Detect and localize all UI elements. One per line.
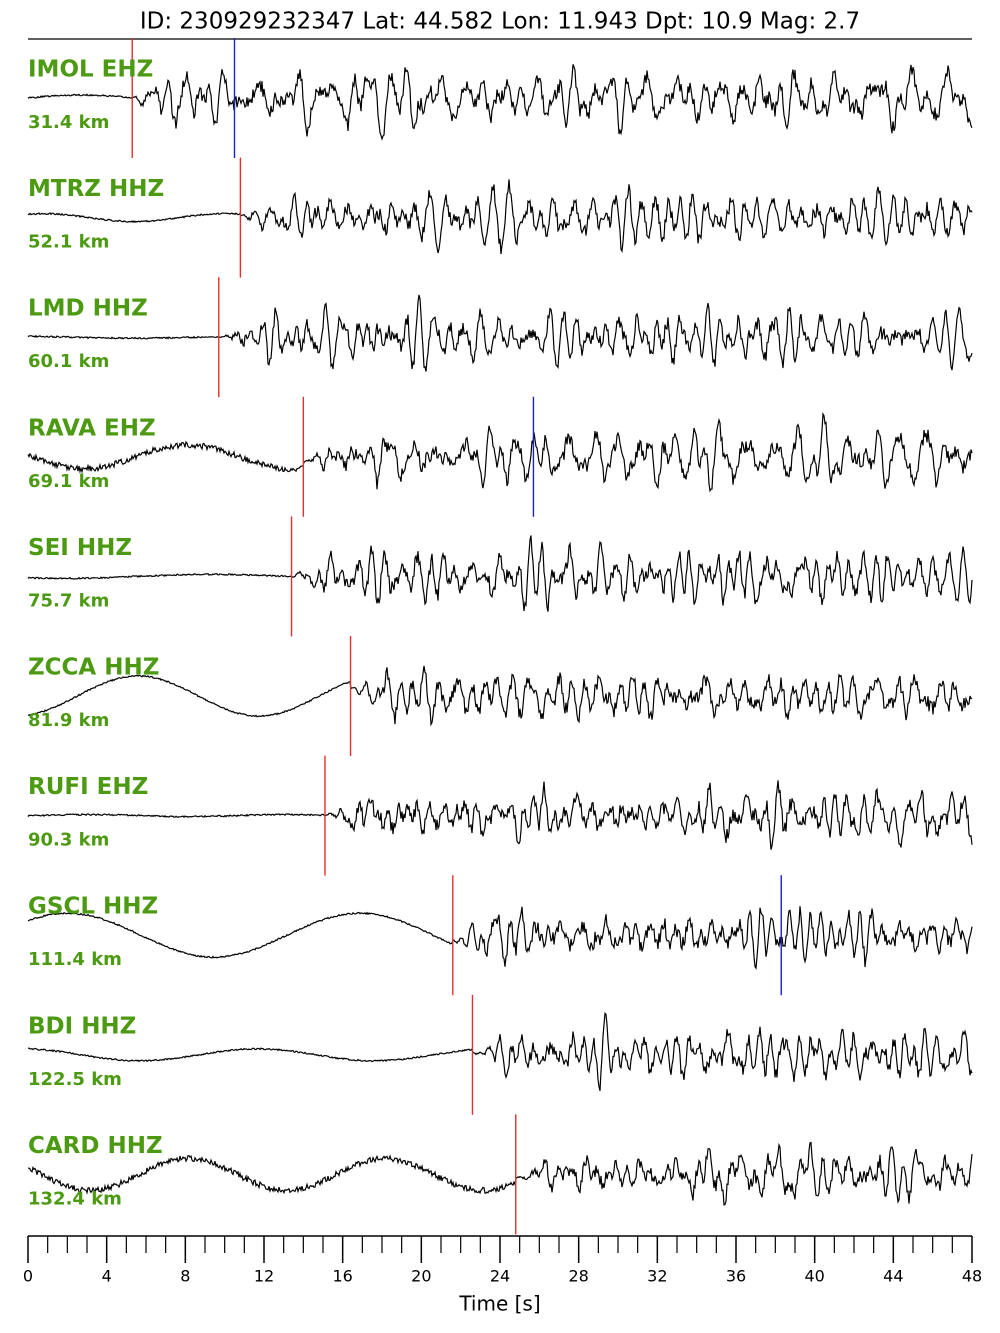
waveform <box>27 1011 973 1091</box>
station-distance: 132.4 km <box>28 1188 122 1209</box>
waveform <box>27 64 973 141</box>
waveform <box>27 535 973 612</box>
station-name: CARD HHZ <box>28 1133 163 1159</box>
station-name: SEI HHZ <box>28 535 132 561</box>
x-tick-label: 24 <box>490 1267 510 1286</box>
waveform <box>27 294 973 372</box>
station-name: GSCL HHZ <box>28 894 158 920</box>
x-tick-label: 0 <box>23 1267 33 1286</box>
x-tick-label: 40 <box>804 1267 824 1286</box>
station-name: IMOL EHZ <box>28 57 153 83</box>
station-name: RAVA EHZ <box>28 415 156 441</box>
waveform <box>27 906 973 970</box>
x-tick-label: 8 <box>180 1267 190 1286</box>
station-distance: 52.1 km <box>28 232 109 253</box>
x-tick-label: 28 <box>568 1267 588 1286</box>
station-distance: 60.1 km <box>28 351 109 372</box>
station-distance: 90.3 km <box>28 830 109 851</box>
x-tick-label: 16 <box>332 1267 352 1286</box>
x-axis-label: Time [s] <box>458 1292 540 1316</box>
x-tick-label: 48 <box>962 1267 982 1286</box>
station-name: MTRZ HHZ <box>28 176 164 202</box>
station-distance: 75.7 km <box>28 590 109 611</box>
station-name: BDI HHZ <box>28 1013 136 1039</box>
x-tick-label: 32 <box>647 1267 667 1286</box>
x-tick-label: 36 <box>726 1267 746 1286</box>
station-name: RUFI EHZ <box>28 774 148 800</box>
x-tick-label: 12 <box>254 1267 274 1286</box>
waveform <box>27 780 973 850</box>
x-tick-label: 4 <box>102 1267 112 1286</box>
chart-title: ID: 230929232347 Lat: 44.582 Lon: 11.943… <box>140 9 860 35</box>
station-name: ZCCA HHZ <box>28 655 159 681</box>
station-distance: 111.4 km <box>28 949 122 970</box>
waveform <box>27 179 973 255</box>
waveform <box>27 1141 973 1206</box>
waveform <box>27 412 973 493</box>
x-tick-label: 20 <box>411 1267 431 1286</box>
station-distance: 69.1 km <box>28 471 109 492</box>
x-tick-label: 44 <box>883 1267 903 1286</box>
station-distance: 81.9 km <box>28 710 109 731</box>
station-distance: 122.5 km <box>28 1069 122 1090</box>
station-distance: 31.4 km <box>28 112 109 133</box>
waveform <box>27 665 973 727</box>
station-name: LMD HHZ <box>28 296 148 322</box>
